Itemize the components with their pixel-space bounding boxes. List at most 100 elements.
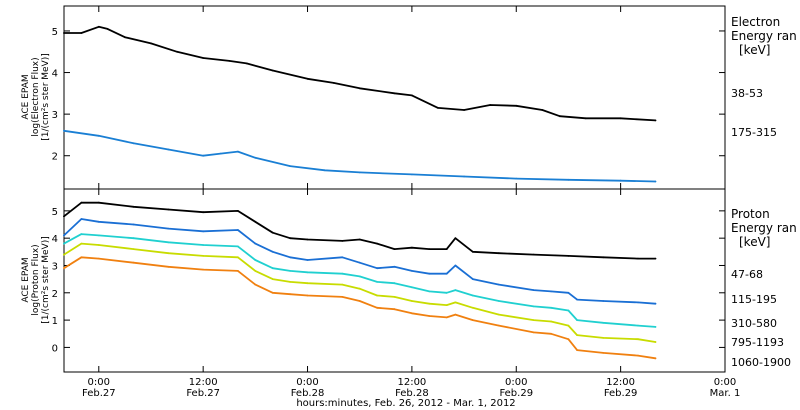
- proton-series-4-point-26: [637, 354, 639, 357]
- xtick-sublabel-2: Feb.28: [291, 388, 325, 399]
- proton-series-2-point-5: [202, 244, 205, 246]
- proton-series-0-point-10: [306, 238, 309, 241]
- electron-series-1-point-10: [358, 171, 361, 174]
- proton-series-3-point-20: [498, 313, 500, 316]
- proton-legend-title-3: [keV]: [739, 235, 770, 249]
- proton-series-0-line: [63, 201, 657, 260]
- proton-series-0-point-5: [202, 211, 205, 214]
- time-xaxis: 0:00Feb.2712:00Feb.270:00Feb.2812:00Feb.…: [82, 6, 740, 399]
- xtick-label-0: 0:00: [88, 377, 110, 388]
- proton-series-0-point-13: [376, 242, 378, 245]
- proton-series-0-point-24: [637, 257, 639, 260]
- xtick-label-5: 12:00: [606, 377, 635, 388]
- proton-series-4-point-15: [411, 312, 413, 315]
- electron-series-1-point-1: [97, 134, 100, 137]
- proton-series-0-point-9: [289, 237, 291, 240]
- proton-series-4-point-25: [602, 352, 605, 354]
- proton-series-0-point-15: [411, 246, 413, 249]
- proton-series-1-point-14: [393, 265, 396, 268]
- proton-series-3-point-3: [132, 248, 135, 251]
- xtick-sublabel-6: Mar. 1: [710, 388, 741, 399]
- proton-series-layer: [63, 201, 657, 360]
- proton-series-1-point-21: [532, 289, 535, 291]
- proton-series-1-point-10: [306, 259, 309, 261]
- proton-series-0-point-19: [471, 250, 474, 253]
- proton-series-2-point-22: [550, 306, 552, 309]
- proton-series-1-point-7: [254, 242, 257, 245]
- proton-series-3-point-17: [445, 304, 448, 306]
- electron-series-0-point-3: [106, 28, 109, 30]
- proton-series-4-point-5: [202, 268, 205, 271]
- proton-series-1-point-17: [445, 272, 448, 275]
- proton-series-3-point-4: [167, 252, 170, 255]
- proton-series-2-point-16: [428, 290, 431, 293]
- proton-series-1-point-4: [167, 227, 170, 230]
- proton-series-4-point-18: [454, 313, 457, 316]
- electron-series-1-point-6: [237, 150, 239, 153]
- proton-ytick-label-1: 1: [52, 316, 58, 327]
- proton-ytick-label-3: 3: [52, 261, 58, 272]
- proton-series-3-point-5: [202, 255, 205, 257]
- proton-series-3-point-16: [428, 302, 431, 305]
- proton-series-3-point-24: [576, 334, 578, 336]
- proton-ytick-label-2: 2: [52, 289, 58, 300]
- proton-series-2-point-4: [167, 241, 170, 244]
- proton-series-1-point-23: [567, 291, 570, 294]
- proton-series-3-point-21: [532, 319, 535, 321]
- proton-series-2-point-19: [471, 294, 474, 297]
- proton-series-1-point-16: [428, 272, 431, 275]
- proton-series-3-point-0: [63, 253, 65, 256]
- xtick-label-2: 0:00: [296, 377, 318, 388]
- proton-ytick-label-0: 0: [52, 343, 58, 354]
- proton-series-2-point-21: [532, 305, 535, 308]
- xtick-sublabel-5: Feb.29: [604, 388, 638, 399]
- electron-panel: ACE EPAM log(Electron Flux) [1/(cm²s ste…: [21, 5, 797, 190]
- proton-ytick-label-5: 5: [52, 207, 58, 218]
- proton-series-4-point-1: [80, 256, 83, 259]
- electron-series-layer: [63, 25, 657, 183]
- electron-ytick-label-3: 5: [52, 27, 58, 38]
- electron-series-1-point-8: [289, 165, 291, 168]
- xtick-sublabel-0: Feb.27: [82, 388, 116, 399]
- electron-legend-title-1: Electron: [731, 15, 780, 29]
- proton-series-1-point-11: [341, 256, 344, 259]
- proton-series-1-point-22: [550, 290, 552, 293]
- proton-series-3-point-7: [254, 270, 257, 272]
- proton-series-0-point-6: [237, 210, 239, 212]
- proton-series-4-point-12: [358, 300, 361, 302]
- proton-series-3-point-8: [271, 278, 274, 280]
- proton-series-3-point-14: [393, 296, 396, 298]
- proton-series-1-point-18: [454, 264, 457, 267]
- proton-series-2-point-3: [132, 237, 135, 240]
- proton-series-1-point-26: [637, 301, 639, 304]
- proton-series-4-point-0: [63, 267, 65, 270]
- proton-series-4-point-17: [445, 316, 448, 319]
- proton-series-2-point-17: [445, 291, 448, 294]
- electron-series-1-point-13: [515, 177, 518, 180]
- proton-series-4-point-20: [498, 324, 500, 327]
- electron-legend-title-3: [keV]: [739, 43, 770, 57]
- proton-series-2-point-7: [254, 259, 257, 261]
- electron-series-0-point-11: [306, 77, 309, 80]
- proton-series-4-line: [63, 256, 657, 360]
- proton-series-0-point-2: [97, 201, 100, 204]
- proton-series-0-point-18: [454, 237, 457, 240]
- electron-series-0-point-23: [619, 117, 622, 120]
- proton-series-3-point-10: [306, 282, 309, 285]
- proton-series-2-point-12: [358, 275, 361, 278]
- electron-series-1-point-3: [167, 148, 170, 151]
- proton-series-3-point-25: [602, 337, 605, 339]
- proton-series-2-point-11: [341, 272, 344, 275]
- proton-series-4-point-10: [306, 294, 309, 297]
- proton-series-4-point-3: [132, 261, 135, 264]
- electron-series-0-point-14: [393, 92, 396, 95]
- electron-series-0-point-5: [150, 42, 152, 45]
- proton-series-2-point-2: [97, 234, 100, 237]
- electron-series-0-point-22: [584, 117, 587, 120]
- proton-series-1-point-8: [271, 250, 274, 253]
- proton-series-4-point-8: [271, 291, 274, 294]
- proton-series-3-point-26: [637, 338, 639, 341]
- electron-series-1-point-7: [254, 156, 257, 159]
- proton-series-0-point-20: [498, 252, 500, 255]
- proton-series-1-line: [63, 218, 657, 305]
